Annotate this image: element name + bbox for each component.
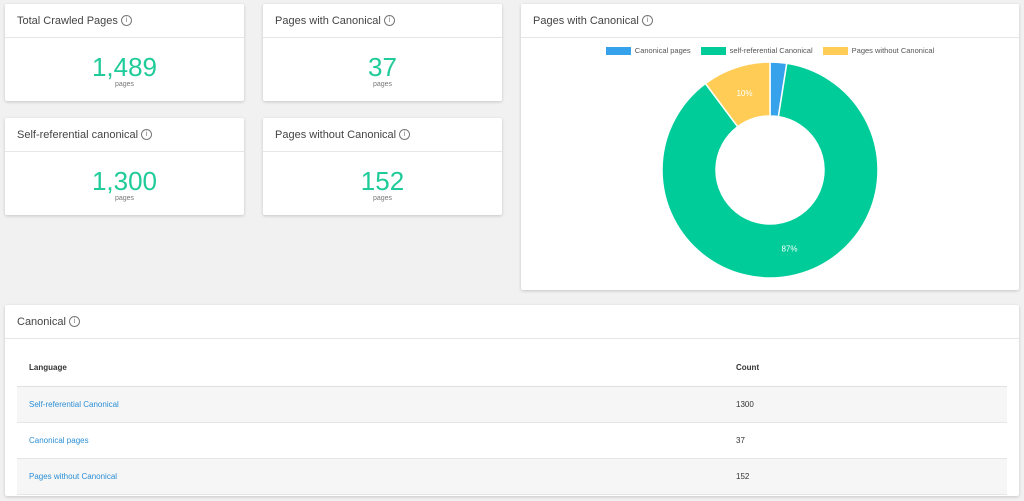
stat-value: 1,300 (91, 166, 158, 196)
chart-legend: Canonical pages self-referential Canonic… (521, 46, 1019, 55)
card-header: Canonical i (5, 305, 1019, 339)
stat-unit: pages (114, 81, 135, 88)
legend-swatch (822, 46, 848, 55)
table-row: Self-referential Canonical 1300 (17, 386, 1007, 423)
stat-card-self-referential: Self-referential canonical i 1,300 pages (5, 118, 244, 215)
stat-value: 152 (360, 166, 405, 196)
legend-swatch (605, 46, 631, 55)
row-count: 1300 (724, 386, 1007, 423)
table-row: Pages without Canonical 152 (17, 458, 1007, 495)
row-link[interactable]: Canonical pages (29, 436, 89, 445)
info-icon[interactable]: i (399, 129, 411, 140)
card-title: Pages with Canonical (275, 14, 381, 27)
slice-label: 87% (781, 245, 797, 254)
donut-chart: 87% 10% (661, 61, 879, 279)
row-count: 152 (724, 458, 1007, 495)
legend-label: self-referential Canonical (729, 46, 813, 55)
stat-card-pages-without-canonical: Pages without Canonical i 152 pages (263, 118, 502, 215)
row-link[interactable]: Self-referential Canonical (29, 400, 119, 409)
info-icon[interactable]: i (68, 316, 80, 327)
row-link[interactable]: Pages without Canonical (29, 472, 118, 481)
card-title: Self-referential canonical (17, 128, 139, 141)
info-icon[interactable]: i (120, 15, 132, 26)
legend-label: Canonical pages (634, 46, 691, 55)
stat-unit: pages (372, 81, 393, 88)
table-card: Canonical i Language Count Self-referent… (5, 305, 1019, 496)
card-header: Pages without Canonical i (263, 118, 502, 152)
stat-unit: pages (372, 195, 393, 202)
card-title: Pages without Canonical (275, 128, 397, 141)
card-header: Pages with Canonical i (521, 4, 1019, 38)
stat-unit: pages (114, 195, 135, 202)
legend-item-without-canonical[interactable]: Pages without Canonical (822, 46, 935, 55)
legend-item-canonical[interactable]: Canonical pages (605, 46, 691, 55)
card-header: Total Crawled Pages i (5, 4, 244, 38)
card-header: Pages with Canonical i (263, 4, 502, 38)
row-count: 37 (724, 422, 1007, 459)
chart-card: Pages with Canonical i Canonical pages s… (521, 4, 1019, 290)
column-header-count[interactable]: Count (724, 349, 1007, 387)
card-title: Canonical (17, 315, 66, 328)
donut-slice[interactable] (704, 61, 771, 128)
legend-label: Pages without Canonical (851, 46, 935, 55)
stat-value: 37 (368, 52, 397, 82)
stat-value: 1,489 (91, 52, 158, 82)
stat-card-total-crawled: Total Crawled Pages i 1,489 pages (5, 4, 244, 101)
legend-swatch (700, 46, 726, 55)
slice-label: 10% (736, 89, 752, 98)
column-header-language[interactable]: Language (17, 349, 724, 387)
card-title: Total Crawled Pages (17, 14, 118, 27)
legend-item-self-referential[interactable]: self-referential Canonical (700, 46, 813, 55)
info-icon[interactable]: i (383, 15, 395, 26)
info-icon[interactable]: i (141, 129, 153, 140)
card-title: Pages with Canonical (533, 14, 639, 27)
card-header: Self-referential canonical i (5, 118, 244, 152)
stat-card-pages-with-canonical: Pages with Canonical i 37 pages (263, 4, 502, 101)
info-icon[interactable]: i (641, 15, 653, 26)
donut-slice[interactable] (661, 62, 879, 279)
table-row: Canonical pages 37 (17, 422, 1007, 459)
canonical-table: Language Count Self-referential Canonica… (17, 349, 1007, 495)
